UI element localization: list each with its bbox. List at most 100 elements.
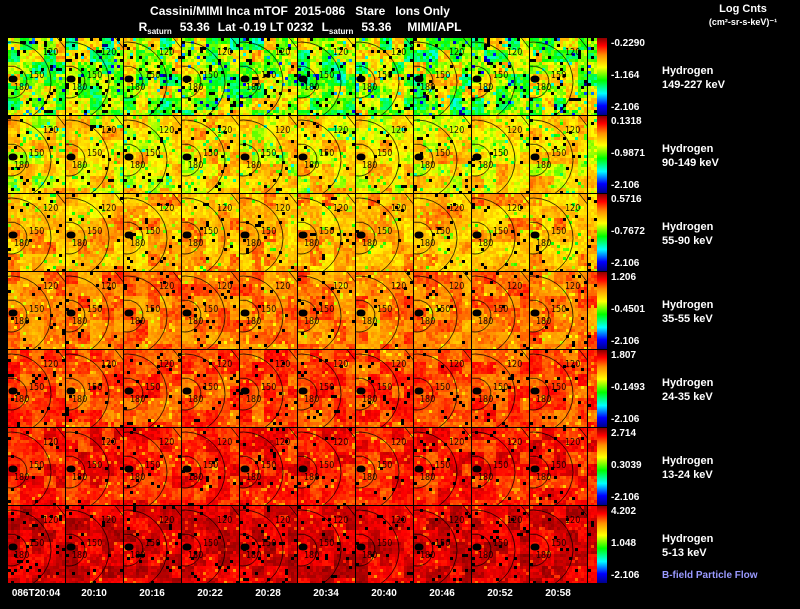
heatmap-panel-r3-c10 (530, 194, 587, 271)
heatmap-panel-r4-c8 (414, 272, 471, 349)
heatmap-panel-r5-c6 (298, 350, 355, 427)
energy-range-label: 5-13 keV (662, 547, 707, 559)
heatmap-panel-r1-c3 (124, 38, 181, 115)
colorbar-row-2 (597, 116, 607, 193)
heatmap-panel-r1-c5 (240, 38, 297, 115)
heatmap-panel-r5-c8 (414, 350, 471, 427)
page-title: Cassini/MIMI Inca mTOF 2015-086 Stare Io… (150, 4, 450, 18)
heatmap-panel-r5-c3 (124, 350, 181, 427)
heatmap-panel-r6-c2 (66, 428, 123, 505)
colorbar-row-7 (597, 506, 607, 583)
heatmap-panel-r2-c11 (588, 116, 597, 193)
l-label: L (321, 20, 329, 34)
heatmap-panel-r2-c8 (414, 116, 471, 193)
heatmap-panel-r5-c2 (66, 350, 123, 427)
heatmap-panel-r7-c4 (182, 506, 239, 583)
heatmap-panel-r1-c6 (298, 38, 355, 115)
heatmap-panel-r7-c11 (588, 506, 597, 583)
heatmap-panel-r7-c3 (124, 506, 181, 583)
heatmap-panel-r1-c9 (472, 38, 529, 115)
heatmap-panel-r4-c2 (66, 272, 123, 349)
time-label-7: 20:40 (371, 588, 397, 599)
energy-range-label: 35-55 keV (662, 313, 713, 325)
heatmap-panel-r1-c4 (182, 38, 239, 115)
heatmap-panel-r4-c10 (530, 272, 587, 349)
species-label: Hydrogen (662, 377, 714, 389)
heatmap-panel-r7-c7 (356, 506, 413, 583)
heatmap-panel-r4-c3 (124, 272, 181, 349)
heatmap-panel-r2-c5 (240, 116, 297, 193)
colorbar-tick-top-row-5: 1.807 (611, 350, 637, 361)
species-label: Hydrogen (662, 65, 714, 77)
log-cnts-units-label: (cm²-sr-s-keV)⁻¹ (708, 17, 778, 27)
energy-band-label-row-4: Hydrogen 35-55 keV (662, 298, 713, 326)
heatmap-panel-r7-c10 (530, 506, 587, 583)
heatmap-panel-r6-c1 (8, 428, 65, 505)
time-label-6: 20:34 (313, 588, 339, 599)
energy-band-label-row-6: Hydrogen 13-24 keV (662, 454, 713, 482)
heatmap-panel-r3-c3 (124, 194, 181, 271)
heatmap-panel-r7-c5 (240, 506, 297, 583)
colorbar-row-1 (597, 38, 607, 115)
r-saturn-subscript: saturn (147, 27, 172, 36)
colorbar-tick-top-row-3: 0.5716 (611, 194, 642, 205)
colorbar-tick-mid-row-6: 0.3039 (611, 460, 642, 471)
heatmap-panel-r1-c11 (588, 38, 597, 115)
heatmap-panel-r1-c10 (530, 38, 587, 115)
heatmap-panel-r6-c5 (240, 428, 297, 505)
energy-band-label-row-5: Hydrogen 24-35 keV (662, 376, 713, 404)
colorbar-row-6 (597, 428, 607, 505)
heatmap-panel-r4-c1 (8, 272, 65, 349)
colorbar-tick-mid-row-5: -0.1493 (611, 382, 645, 393)
energy-range-label: 24-35 keV (662, 391, 713, 403)
heatmap-panel-r5-c9 (472, 350, 529, 427)
energy-band-label-row-1: Hydrogen 149-227 keV (662, 64, 725, 92)
colorbar-tick-bot-row-5: -2.106 (611, 414, 640, 425)
colorbar-tick-top-row-1: -0.2290 (611, 38, 645, 49)
energy-range-label: 149-227 keV (662, 79, 725, 91)
heatmap-panel-r4-c5 (240, 272, 297, 349)
colorbar-tick-top-row-2: 0.1318 (611, 116, 642, 127)
r-label: R (138, 20, 148, 34)
colorbar-tick-top-row-4: 1.206 (611, 272, 637, 283)
heatmap-panel-r3-c8 (414, 194, 471, 271)
colorbar-tick-mid-row-7: 1.048 (611, 538, 637, 549)
colorbar-tick-mid-row-2: -0.9871 (611, 148, 645, 159)
heatmap-panel-r1-c8 (414, 38, 471, 115)
heatmap-panel-r2-c2 (66, 116, 123, 193)
heatmap-panel-r4-c6 (298, 272, 355, 349)
heatmap-panel-r2-c6 (298, 116, 355, 193)
time-label-10: 20:58 (545, 588, 571, 599)
heatmap-panel-r3-c4 (182, 194, 239, 271)
heatmap-panel-r4-c7 (356, 272, 413, 349)
species-label: Hydrogen (662, 533, 714, 545)
time-label-9: 20:52 (487, 588, 513, 599)
heatmap-panel-r1-c1 (8, 38, 65, 115)
heatmap-panel-r1-c7 (356, 38, 413, 115)
species-label: Hydrogen (662, 299, 714, 311)
heatmap-panel-r3-c9 (472, 194, 529, 271)
heatmap-panel-r3-c11 (588, 194, 597, 271)
energy-band-label-row-3: Hydrogen 55-90 keV (662, 220, 713, 248)
heatmap-panel-r4-c9 (472, 272, 529, 349)
orbit-params-line: Rsaturn 53.36 Lat -0.19 LT 0232 Lsaturn 53.3… (0, 20, 600, 36)
colorbar-tick-bot-row-6: -2.106 (611, 492, 640, 503)
heatmap-panel-r7-c8 (414, 506, 471, 583)
time-label-3: 20:16 (139, 588, 165, 599)
heatmap-panel-r6-c10 (530, 428, 587, 505)
heatmap-panel-r5-c5 (240, 350, 297, 427)
heatmap-panel-r7-c2 (66, 506, 123, 583)
colorbar-row-3 (597, 194, 607, 271)
heatmap-panel-r5-c4 (182, 350, 239, 427)
heatmap-panel-r3-c1 (8, 194, 65, 271)
credit-label: MIMI/APL (407, 20, 462, 34)
l-saturn-subscript: saturn (328, 27, 354, 36)
heatmap-panel-r6-c3 (124, 428, 181, 505)
heatmap-panel-r2-c10 (530, 116, 587, 193)
time-label-4: 20:22 (197, 588, 223, 599)
heatmap-panel-r6-c11 (588, 428, 597, 505)
heatmap-panel-r2-c3 (124, 116, 181, 193)
colorbar-units-block: Log Cnts (cm²-sr-s-keV)⁻¹ (688, 3, 798, 29)
heatmap-panel-r7-c1 (8, 506, 65, 583)
log-cnts-label: Log Cnts (719, 3, 767, 15)
